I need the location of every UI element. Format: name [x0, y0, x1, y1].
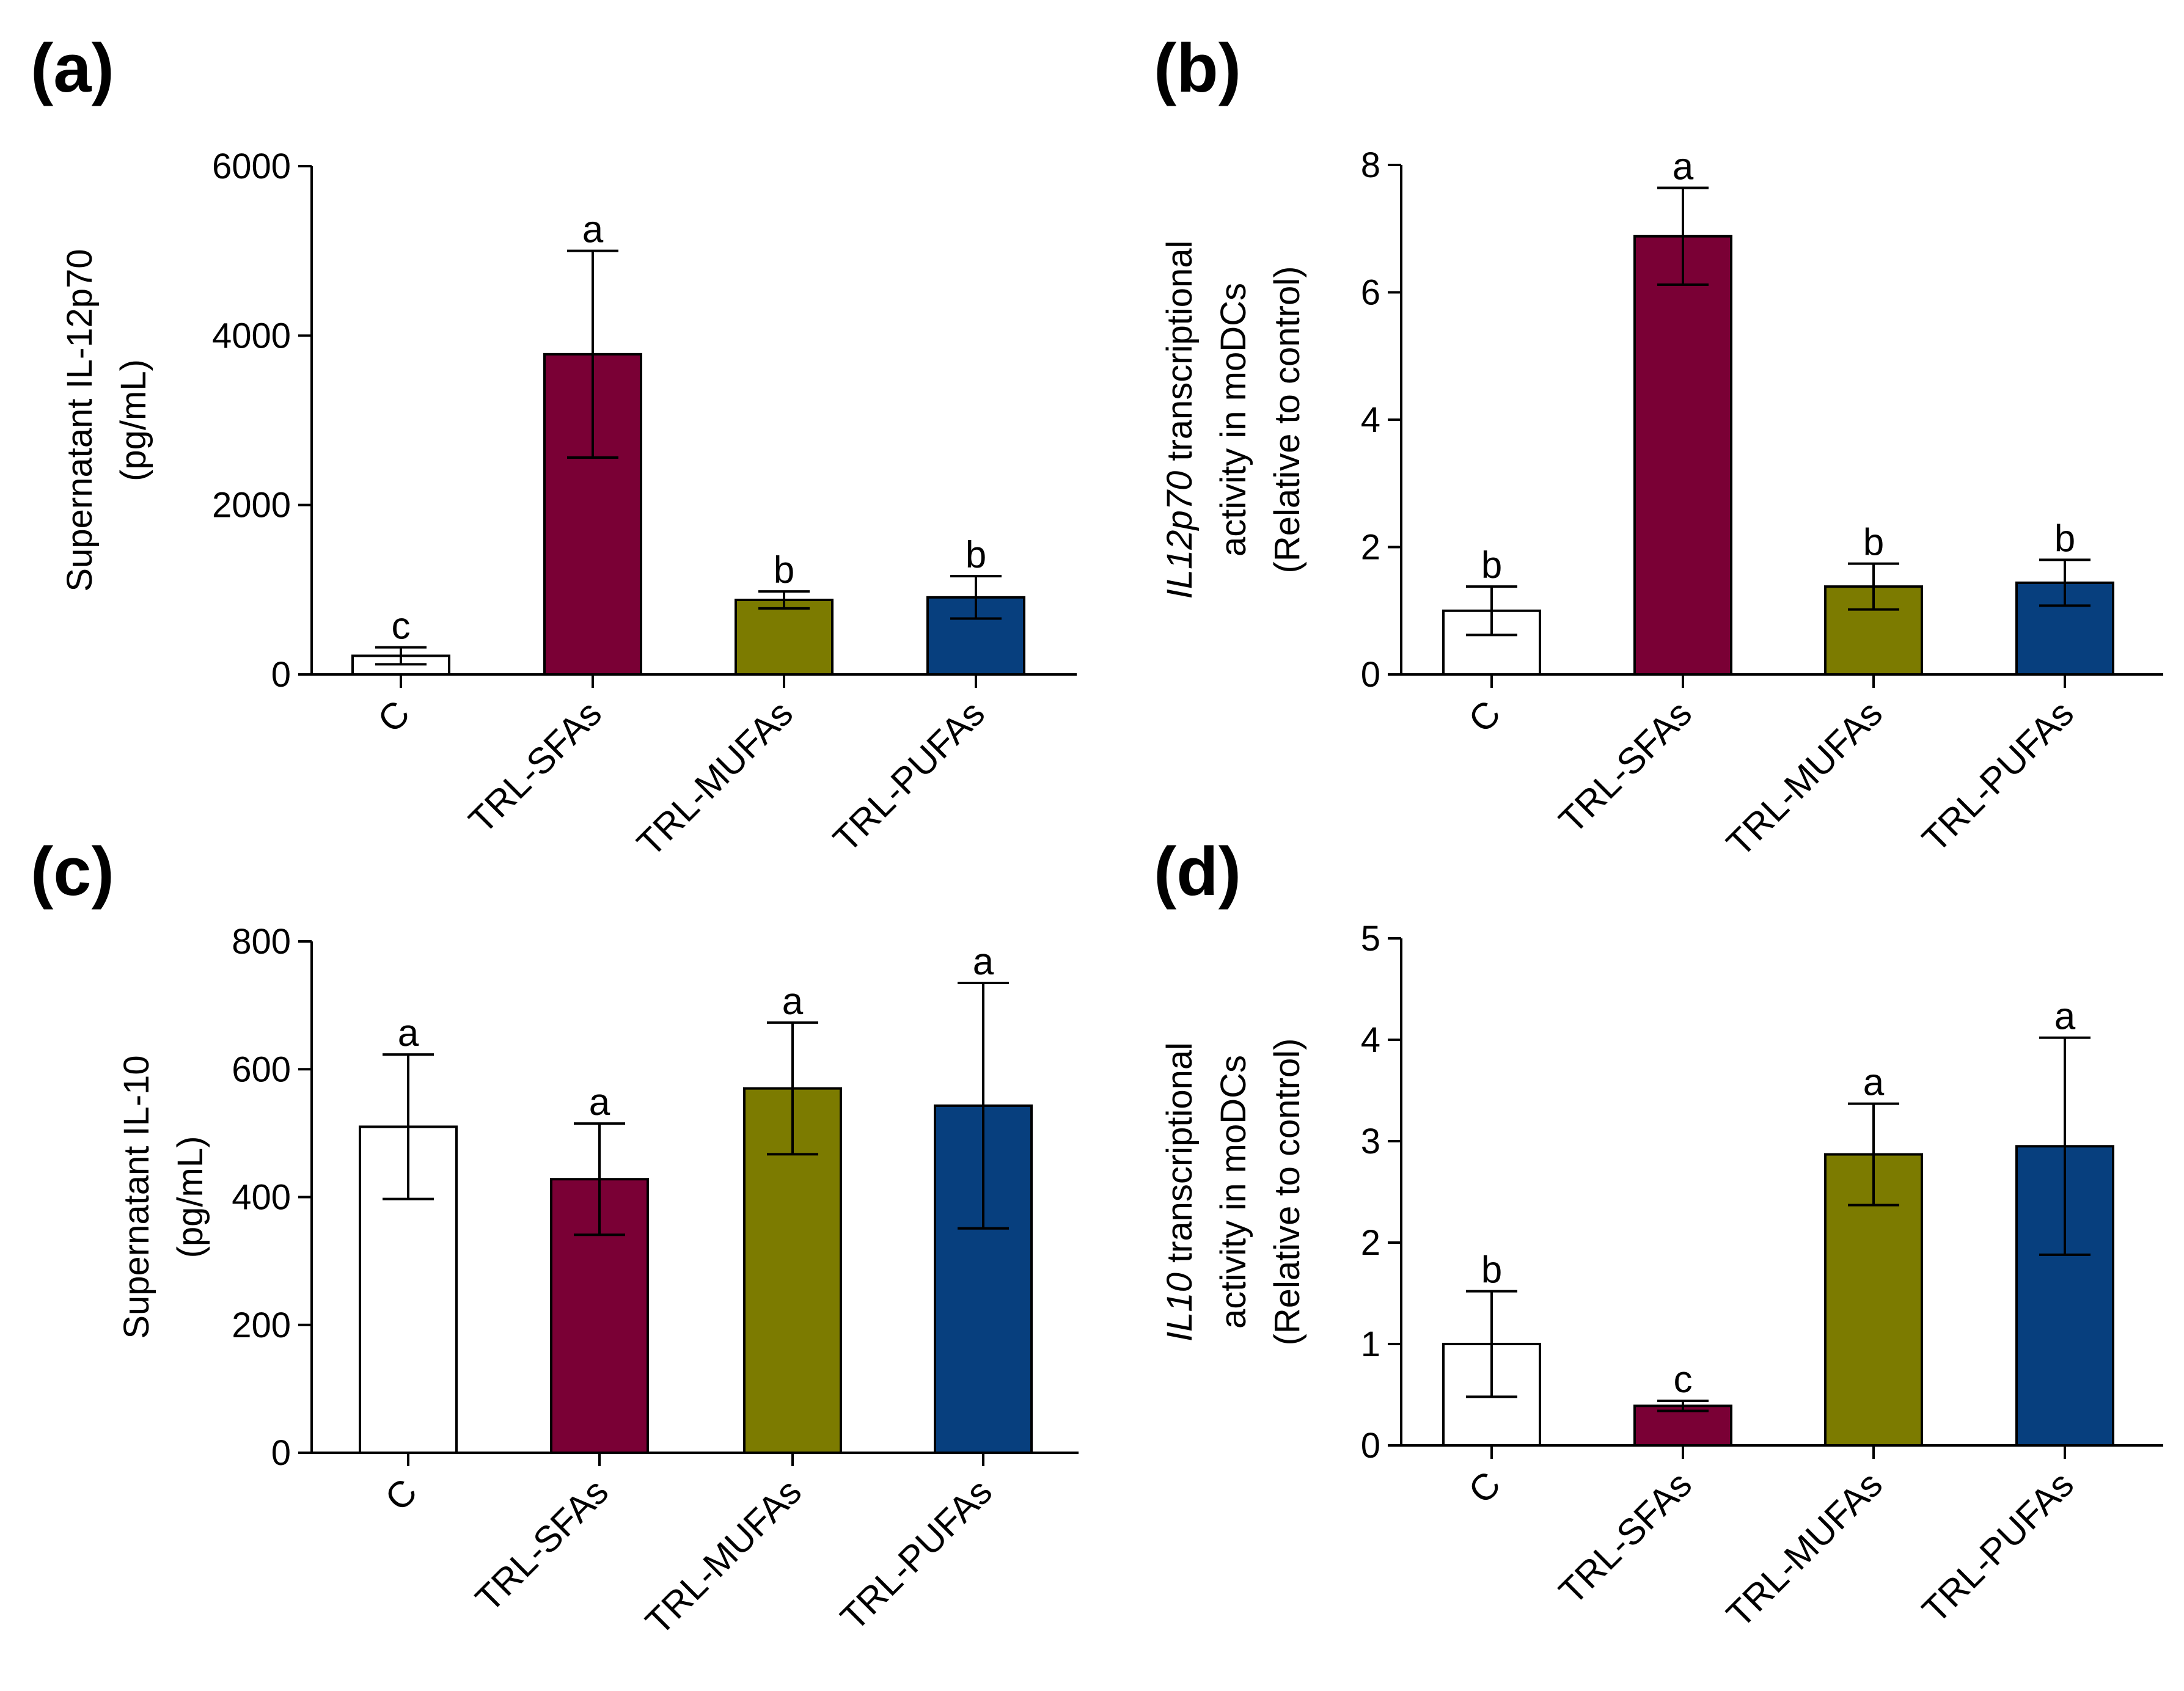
significance-label: a	[782, 981, 804, 1023]
significance-label: c	[392, 605, 411, 648]
significance-label: a	[1673, 146, 1694, 188]
y-tick-label: 2	[1361, 528, 1380, 568]
significance-label: a	[582, 209, 604, 251]
significance-label: a	[589, 1081, 610, 1123]
significance-label: b	[1481, 1249, 1502, 1291]
y-tick-label: 4	[1361, 1020, 1380, 1060]
category-label: TRL-PUFAs	[833, 1471, 1000, 1638]
category-label: C	[1460, 1464, 1508, 1511]
category-label: TRL-SFAs	[1551, 1464, 1699, 1612]
significance-label: b	[1481, 544, 1502, 586]
y-tick-label: 3	[1361, 1122, 1380, 1161]
category-label: TRL-MUFAs	[1718, 693, 1890, 864]
category-label: C	[377, 1471, 425, 1519]
y-axis-label: Supernatant IL-10	[117, 1055, 156, 1339]
category-label: TRL-PUFAs	[1915, 693, 2082, 860]
significance-label: b	[2054, 517, 2075, 560]
significance-label: a	[398, 1012, 419, 1054]
bar	[1633, 235, 1732, 676]
panel-letter: (a)	[31, 30, 114, 106]
panel-letter: (b)	[1154, 30, 1241, 106]
y-tick-label: 600	[232, 1050, 291, 1089]
y-tick-label: 2000	[212, 486, 291, 525]
significance-label: a	[2054, 996, 2076, 1038]
y-axis-label: IL10 transcriptional	[1160, 1042, 1200, 1342]
y-axis-label: (pg/mL)	[114, 359, 153, 481]
panel-c: (c) 0 200 400 600 800 Supernatant IL-10 (pg/mL)…	[31, 833, 1079, 1643]
y-axis-label: Supernatant IL-12p70	[60, 249, 100, 591]
panel-b: (b) 0 2 4 6 8 IL12p70 transcriptional activity …	[1154, 30, 2163, 864]
y-tick-label: 400	[232, 1178, 291, 1218]
panel-letter: (d)	[1154, 833, 1241, 910]
panel-d: (d) 0 1 2 3 4 5 IL10 transcriptional activity in…	[1154, 833, 2163, 1635]
category-label: TRL-MUFAs	[637, 1471, 809, 1643]
category-label: TRL-PUFAs	[826, 693, 993, 860]
y-axis-label: (Relative to control)	[1267, 266, 1307, 574]
y-tick-label: 0	[271, 1433, 291, 1473]
bar	[735, 598, 834, 676]
y-axis-label: activity in moDCs	[1214, 1055, 1253, 1329]
y-tick-label: 6	[1361, 273, 1380, 313]
category-label: TRL-SFAs	[1551, 693, 1699, 841]
category-label: C	[1460, 693, 1508, 740]
y-tick-label: 5	[1361, 919, 1380, 959]
y-tick-label: 6000	[212, 147, 291, 186]
y-tick-label: 2	[1361, 1223, 1380, 1263]
significance-label: a	[1863, 1062, 1885, 1104]
y-axis-label: (pg/mL)	[170, 1136, 210, 1258]
y-tick-label: 8	[1361, 145, 1380, 185]
significance-label: b	[1863, 522, 1884, 564]
significance-label: b	[966, 534, 986, 576]
y-axis-label: activity in moDCs	[1214, 283, 1253, 557]
category-label: TRL-PUFAs	[1915, 1464, 2082, 1631]
y-tick-label: 4000	[212, 316, 291, 356]
y-tick-label: 0	[271, 655, 291, 695]
panel-a: (a) 0 2000 4000 6000 Supernatant IL-12p70 (pg/…	[31, 30, 1077, 864]
category-label: TRL-SFAs	[467, 1471, 616, 1620]
y-axis-label: IL12p70 transcriptional	[1160, 241, 1200, 599]
y-tick-label: 0	[1361, 1426, 1380, 1466]
significance-label: b	[774, 549, 794, 591]
panel-letter: (c)	[31, 833, 114, 910]
y-axis-label: (Relative to control)	[1267, 1039, 1307, 1346]
category-label: TRL-SFAs	[461, 693, 609, 841]
significance-label: c	[1674, 1359, 1693, 1401]
category-label: C	[370, 693, 417, 740]
y-tick-label: 200	[232, 1306, 291, 1345]
y-tick-label: 800	[232, 922, 291, 962]
significance-label: a	[973, 941, 994, 983]
y-tick-label: 1	[1361, 1324, 1380, 1364]
category-label: TRL-MUFAs	[629, 693, 801, 864]
y-tick-label: 4	[1361, 400, 1380, 440]
y-tick-label: 0	[1361, 655, 1380, 695]
category-label: TRL-MUFAs	[1718, 1464, 1890, 1635]
